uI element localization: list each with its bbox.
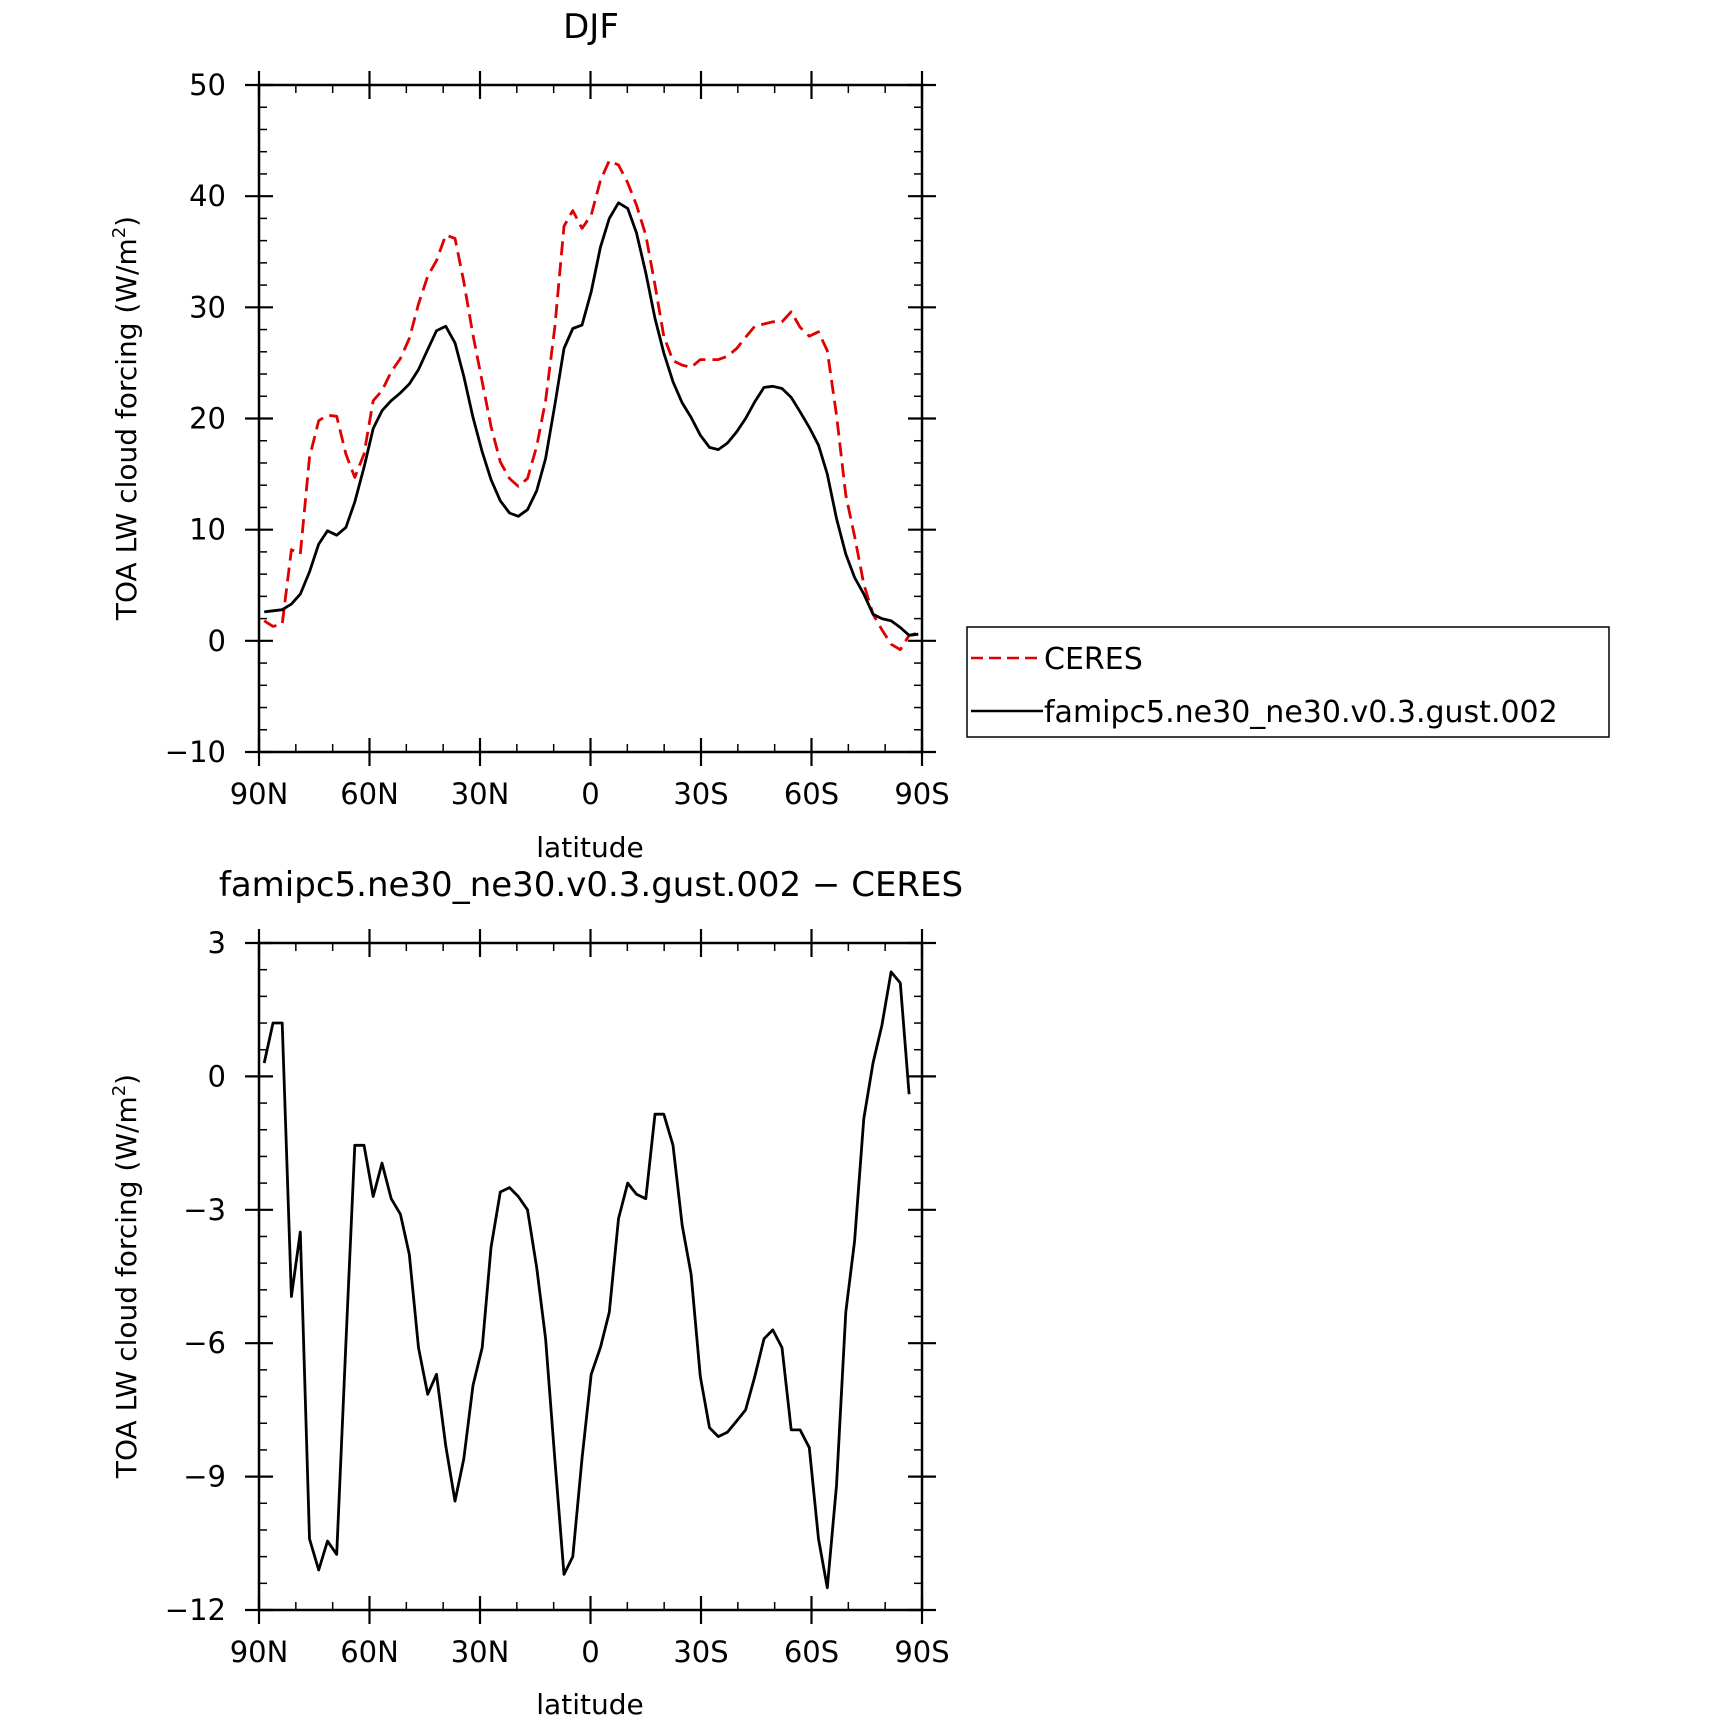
top-x-tick-label: 60S [784, 777, 839, 811]
bottom-ticks [245, 929, 936, 1624]
top-y-tick-label: −10 [165, 735, 226, 769]
top-y-tick-label: 50 [189, 68, 226, 102]
bottom-y-tick-label: −12 [165, 1593, 226, 1627]
bottom-y-tick-label: 3 [208, 926, 226, 960]
top-y-axis-title: TOA LW cloud forcing (W/m2) [109, 216, 143, 621]
bottom-series-lines [262, 970, 911, 1590]
bottom-y-axis-title: TOA LW cloud forcing (W/m2) [109, 1074, 143, 1479]
bottom-x-tick-label: 60N [340, 1635, 399, 1669]
top-series-lines [263, 159, 919, 652]
top-y-tick-labels: −10 0 10 20 30 40 50 [165, 68, 226, 769]
top-y-tick-label: 30 [189, 290, 226, 324]
top-x-tick-label: 90S [894, 777, 949, 811]
top-y-tick-label: 20 [189, 402, 226, 436]
bottom-y-axis-title-end: ) [110, 1074, 143, 1085]
bottom-x-axis-title: latitude [536, 1688, 643, 1717]
bottom-y-tick-labels: −12 −9 −6 −3 0 3 [165, 926, 226, 1627]
top-x-tick-labels: 90N 60N 30N 0 30S 60S 90S [230, 777, 950, 811]
legend-label-ceres: CERES [1044, 642, 1143, 677]
top-x-tick-label: 30N [451, 777, 510, 811]
top-y-axis-title-main: TOA LW cloud forcing (W/m [110, 238, 143, 621]
bottom-x-tick-label: 60S [784, 1635, 839, 1669]
bottom-chart-title: famipc5.ne30_ne30.v0.3.gust.002 − CERES [219, 865, 963, 905]
top-plot-frame [257, 83, 924, 754]
top-y-tick-label: 0 [208, 624, 226, 658]
bottom-y-axis-title-main: TOA LW cloud forcing (W/m [110, 1096, 143, 1479]
top-series-line-famipc5-ne30-ne30-v0-3-gust-002 [264, 201, 919, 637]
bottom-x-tick-label: 90S [894, 1635, 949, 1669]
top-ticks [245, 71, 936, 766]
bottom-x-tick-label: 30N [451, 1635, 510, 1669]
legend-label-model: famipc5.ne30_ne30.v0.3.gust.002 [1044, 695, 1558, 730]
top-x-tick-label: 0 [581, 777, 599, 811]
bottom-plot-frame [257, 941, 924, 1612]
bottom-y-axis-title-sup: 2 [109, 1085, 130, 1096]
bottom-y-tick-label: −9 [183, 1460, 226, 1494]
top-series-line-ceres [263, 159, 919, 652]
bottom-x-tick-labels: 90N 60N 30N 0 30S 60S 90S [230, 1635, 950, 1669]
top-chart-title: DJF [563, 7, 619, 47]
legend-box [966, 626, 1610, 738]
top-x-tick-label: 90N [230, 777, 289, 811]
bottom-x-tick-label: 0 [581, 1635, 599, 1669]
top-x-tick-label: 60N [340, 777, 399, 811]
top-y-tick-label: 10 [189, 513, 226, 547]
top-y-axis-title-end: ) [110, 216, 143, 227]
top-x-tick-label: 30S [673, 777, 728, 811]
bottom-series-line-difference [262, 970, 911, 1590]
bottom-y-tick-label: 0 [208, 1059, 226, 1093]
top-x-axis-title: latitude [536, 831, 643, 864]
bottom-x-tick-label: 30S [673, 1635, 728, 1669]
bottom-y-tick-label: −6 [183, 1326, 226, 1360]
bottom-y-tick-label: −3 [183, 1193, 226, 1227]
top-legend: CERES famipc5.ne30_ne30.v0.3.gust.002 [966, 626, 1610, 738]
bottom-panel: famipc5.ne30_ne30.v0.3.gust.002 − CERES … [109, 865, 963, 1717]
bottom-x-tick-label: 90N [230, 1635, 289, 1669]
top-panel: DJF −10 0 10 20 30 40 50 90N 60N 30N 0 30S 60S 90S l… [109, 7, 1610, 864]
top-y-tick-label: 40 [189, 179, 226, 213]
top-y-axis-title-sup: 2 [109, 227, 130, 238]
